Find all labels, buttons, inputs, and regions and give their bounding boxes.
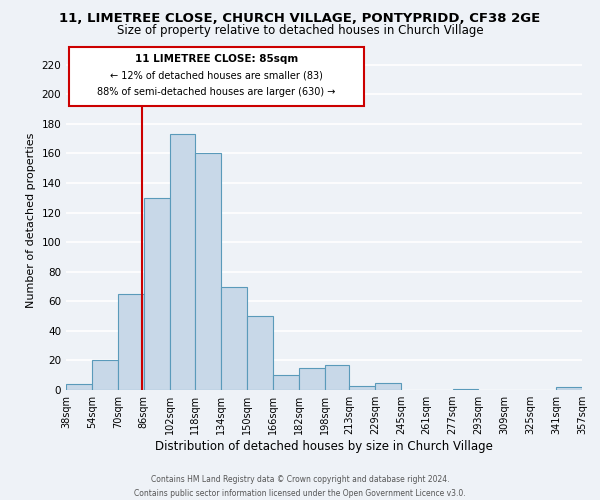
Bar (221, 286, 247, 390)
Bar (247, 316, 273, 390)
Y-axis label: Number of detached properties: Number of detached properties (26, 132, 36, 308)
Bar (273, 375, 299, 390)
Bar (92, 360, 118, 390)
Text: Contains HM Land Registry data © Crown copyright and database right 2024.
Contai: Contains HM Land Registry data © Crown c… (134, 476, 466, 498)
Text: ← 12% of detached houses are smaller (83): ← 12% of detached houses are smaller (83… (110, 70, 323, 81)
Text: 11, LIMETREE CLOSE, CHURCH VILLAGE, PONTYPRIDD, CF38 2GE: 11, LIMETREE CLOSE, CHURCH VILLAGE, PONT… (59, 12, 541, 26)
Bar (375, 382, 401, 390)
FancyBboxPatch shape (69, 47, 364, 106)
Text: 88% of semi-detached houses are larger (630) →: 88% of semi-detached houses are larger (… (97, 87, 335, 97)
Bar (299, 368, 325, 390)
Text: 11 LIMETREE CLOSE: 85sqm: 11 LIMETREE CLOSE: 85sqm (135, 54, 298, 64)
Bar (349, 386, 375, 390)
Bar (196, 154, 221, 390)
Bar (143, 198, 170, 390)
Text: Size of property relative to detached houses in Church Village: Size of property relative to detached ho… (116, 24, 484, 37)
Bar (66, 384, 92, 390)
Bar (118, 294, 143, 390)
Bar (452, 388, 478, 390)
Bar (325, 365, 349, 390)
X-axis label: Distribution of detached houses by size in Church Village: Distribution of detached houses by size … (155, 440, 493, 453)
Bar (556, 387, 582, 390)
Bar (170, 134, 196, 390)
